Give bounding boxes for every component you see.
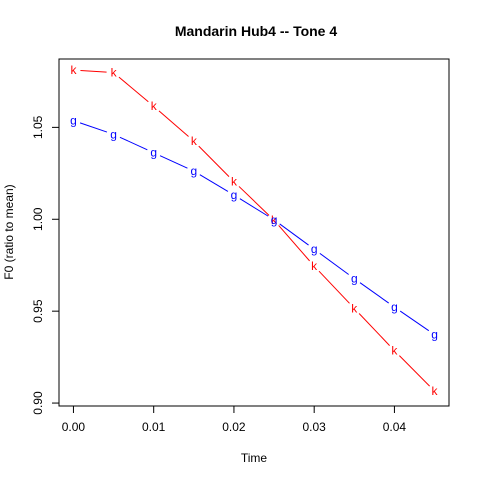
- series-line-segment: [279, 223, 309, 246]
- data-point-marker: g: [431, 328, 438, 342]
- series-line-segment: [80, 69, 107, 73]
- data-point-marker: k: [151, 99, 158, 113]
- y-tick-label: 0.95: [31, 299, 45, 323]
- x-axis: 0.00 0.01 0.02 0.03 0.04: [62, 405, 407, 434]
- data-point-marker: g: [351, 272, 358, 286]
- data-point-marker: k: [191, 134, 198, 148]
- series-line-segment: [399, 310, 430, 332]
- data-point-marker: g: [70, 114, 77, 128]
- data-point-marker: g: [190, 164, 197, 178]
- data-point-marker: g: [271, 213, 278, 227]
- x-axis-label: Time: [241, 451, 268, 465]
- series-line-segment: [238, 186, 270, 216]
- series-line-segment: [198, 145, 230, 177]
- y-tick-label: 0.90: [31, 391, 45, 415]
- x-tick-label: 0.03: [303, 420, 327, 434]
- data-point-marker: g: [110, 127, 117, 141]
- data-point-marker: k: [311, 259, 318, 273]
- series-line-segment: [359, 282, 390, 304]
- data-point-marker: k: [70, 63, 77, 77]
- y-tick-label: 1.00: [31, 207, 45, 231]
- y-tick-label: 1.05: [31, 115, 45, 139]
- data-point-marker: k: [111, 66, 118, 80]
- x-tick-label: 0.01: [142, 420, 166, 434]
- y-axis-label: F0 (ratio to mean): [2, 184, 16, 279]
- data-point-marker: g: [150, 146, 157, 160]
- data-point-marker: k: [271, 213, 278, 227]
- series-k: k k k k k k k k k k: [70, 63, 438, 398]
- series-line-segment: [318, 270, 350, 304]
- series-line-segment: [239, 198, 269, 217]
- series-line-segment: [79, 122, 108, 133]
- data-point-marker: g: [231, 188, 238, 202]
- data-point-marker: k: [432, 384, 439, 398]
- series-line-segment: [199, 174, 229, 192]
- x-tick-label: 0.00: [62, 420, 86, 434]
- data-point-marker: k: [351, 301, 358, 315]
- series-line-segment: [358, 313, 390, 346]
- chart-title: Mandarin Hub4 -- Tone 4: [175, 23, 338, 39]
- series-line-segment: [158, 110, 189, 137]
- y-axis: 0.90 0.95 1.00 1.05: [31, 115, 60, 415]
- data-point-marker: g: [391, 300, 398, 314]
- x-tick-label: 0.04: [383, 420, 407, 434]
- data-point-marker: g: [311, 242, 318, 256]
- series-line-segment: [119, 136, 148, 151]
- data-point-marker: k: [391, 344, 398, 358]
- series-line-segment: [399, 355, 430, 387]
- series-line-segment: [159, 155, 188, 169]
- x-tick-label: 0.02: [222, 420, 246, 434]
- series-line-segment: [118, 76, 149, 103]
- series-line-segment: [278, 225, 310, 262]
- data-point-marker: k: [231, 175, 238, 189]
- series-line-segment: [319, 252, 349, 275]
- series-g: g g g g g g g g g g: [70, 114, 438, 342]
